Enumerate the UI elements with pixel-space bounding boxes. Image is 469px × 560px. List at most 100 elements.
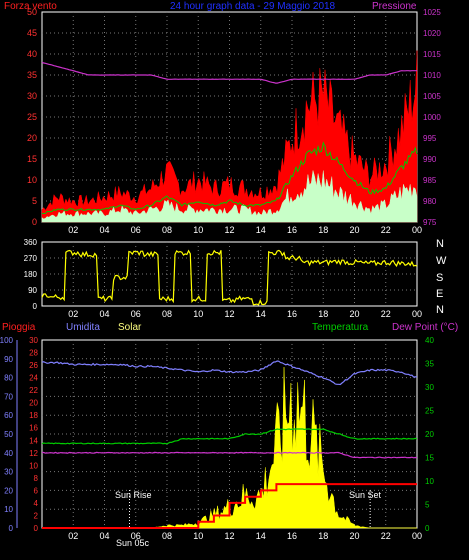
temperature-y-tick-label: 20 <box>425 430 434 439</box>
weather-panel-x-tick-label: 12 <box>224 531 234 541</box>
weather-panel-x-tick-label: 02 <box>68 531 78 541</box>
weather-panel-x-tick-label: 00 <box>412 531 422 541</box>
wind-y-tick-label: 15 <box>27 154 37 164</box>
temperature-axis-title: Temperatura <box>312 322 369 333</box>
rain-y-tick-label: 4 <box>34 499 39 508</box>
wind-panel-x-tick-label: 14 <box>256 225 266 235</box>
sunrise-tick-label: Sun 05c <box>116 538 150 548</box>
wind-panel-x-tick-label: 08 <box>162 225 172 235</box>
humidity-y-tick-label: 10 <box>4 505 13 514</box>
rain-y-tick-label: 6 <box>34 486 39 495</box>
wind-y-tick-label: 40 <box>27 49 37 59</box>
direction-panel-x-tick-label: 22 <box>381 309 391 319</box>
direction-y-tick-label: 0 <box>33 302 38 311</box>
direction-panel-x-tick-label: 04 <box>99 309 109 319</box>
sunrise-label: Sun Rise <box>115 490 152 500</box>
pressure-y-tick-label: 985 <box>423 176 437 185</box>
humidity-y-tick-label: 80 <box>4 374 13 383</box>
pressure-y-tick-label: 1020 <box>423 29 441 38</box>
pressure-line <box>41 61 417 84</box>
wind-panel-x-tick-label: 06 <box>131 225 141 235</box>
wind-panel-x-tick-label: 12 <box>224 225 234 235</box>
temperature-y-tick-label: 40 <box>425 336 434 345</box>
direction-panel-x-tick-label: 06 <box>131 309 141 319</box>
humidity-axis-title: Umidita <box>66 322 100 333</box>
rain-y-tick-label: 18 <box>29 411 38 420</box>
wind-panel-x-tick-label: 22 <box>381 225 391 235</box>
wind-panel-x-tick-label: 18 <box>318 225 328 235</box>
direction-y-tick-label: 360 <box>24 238 38 247</box>
direction-panel-x-tick-label: 12 <box>224 309 234 319</box>
wind-y-tick-label: 30 <box>27 91 37 101</box>
compass-s: S <box>436 272 444 284</box>
solar-axis-title: Solar <box>118 322 142 333</box>
pressure-y-tick-label: 975 <box>423 218 437 227</box>
direction-panel-x-tick-label: 14 <box>256 309 266 319</box>
wind-speed-area <box>41 170 418 223</box>
humidity-y-tick-label: 70 <box>4 392 13 401</box>
weather-panel-x-tick-label: 18 <box>318 531 328 541</box>
wind-panel-x-tick-label: 20 <box>349 225 359 235</box>
weather-panel-x-tick-label: 16 <box>287 531 297 541</box>
rain-y-tick-label: 28 <box>29 349 38 358</box>
wind-panel-x-tick-label: 02 <box>68 225 78 235</box>
pressure-y-tick-label: 1000 <box>423 113 441 122</box>
direction-y-tick-label: 180 <box>24 270 38 279</box>
compass-n-bottom: N <box>436 304 444 316</box>
compass-e: E <box>436 288 444 300</box>
wind-y-tick-label: 45 <box>27 28 37 38</box>
weather-panel-x-tick-label: 22 <box>381 531 391 541</box>
wind-y-tick-label: 10 <box>27 175 37 185</box>
direction-panel-x-tick-label: 20 <box>349 309 359 319</box>
humidity-y-tick-label: 30 <box>4 468 13 477</box>
temperature-line <box>41 428 418 445</box>
pressure-axis-title: Pressione <box>372 1 417 12</box>
dewpoint-axis-title: Dew Point (°C) <box>392 322 459 333</box>
rain-y-tick-label: 10 <box>29 461 38 470</box>
wind-y-tick-label: 50 <box>27 7 37 17</box>
humidity-line <box>41 360 417 386</box>
temperature-y-tick-label: 35 <box>425 360 434 369</box>
rain-y-tick-label: 30 <box>29 336 38 345</box>
rain-y-tick-label: 26 <box>29 361 38 370</box>
rain-axis-title: Pioggia <box>2 322 36 333</box>
humidity-y-tick-label: 20 <box>4 486 13 495</box>
wind-y-tick-label: 25 <box>27 112 37 122</box>
rain-step-line <box>42 483 417 529</box>
humidity-y-tick-label: 100 <box>0 336 14 345</box>
direction-panel-x-tick-label: 08 <box>162 309 172 319</box>
pressure-y-tick-label: 1005 <box>423 92 441 101</box>
direction-y-tick-label: 90 <box>28 286 37 295</box>
direction-y-tick-label: 270 <box>24 254 38 263</box>
wind-direction-line <box>41 249 418 306</box>
weather-panel-x-tick-label: 08 <box>162 531 172 541</box>
humidity-y-tick-label: 50 <box>4 430 13 439</box>
temperature-y-tick-label: 30 <box>425 383 434 392</box>
pressure-y-tick-label: 1025 <box>423 8 441 17</box>
rain-y-tick-label: 0 <box>34 524 39 533</box>
direction-panel-x-tick-label: 00 <box>412 309 422 319</box>
weather-panel-x-tick-label: 20 <box>349 531 359 541</box>
humidity-y-tick-label: 40 <box>4 449 13 458</box>
dewpoint-line <box>42 451 418 459</box>
wind-panel-x-tick-label: 10 <box>193 225 203 235</box>
compass-w: W <box>436 255 447 267</box>
pressure-y-tick-label: 990 <box>423 155 437 164</box>
direction-panel-x-tick-label: 16 <box>287 309 297 319</box>
temperature-y-tick-label: 5 <box>425 501 430 510</box>
direction-panel-x-tick-label: 10 <box>193 309 203 319</box>
humidity-y-tick-label: 60 <box>4 411 13 420</box>
rain-y-tick-label: 22 <box>29 386 38 395</box>
temperature-y-tick-label: 25 <box>425 407 434 416</box>
wind-y-tick-label: 0 <box>32 217 37 227</box>
direction-panel-x-tick-label: 02 <box>68 309 78 319</box>
wind-y-tick-label: 35 <box>27 70 37 80</box>
compass-n-top: N <box>436 238 444 250</box>
wind-panel-x-tick-label: 16 <box>287 225 297 235</box>
chart-title: 24 hour graph data - 29 Maggio 2018 <box>170 1 336 12</box>
pressure-y-tick-label: 980 <box>423 197 437 206</box>
wind-panel-x-tick-label: 00 <box>412 225 422 235</box>
pressure-y-tick-label: 995 <box>423 134 437 143</box>
pressure-y-tick-label: 1015 <box>423 50 441 59</box>
weather-panel-x-tick-label: 04 <box>99 531 109 541</box>
